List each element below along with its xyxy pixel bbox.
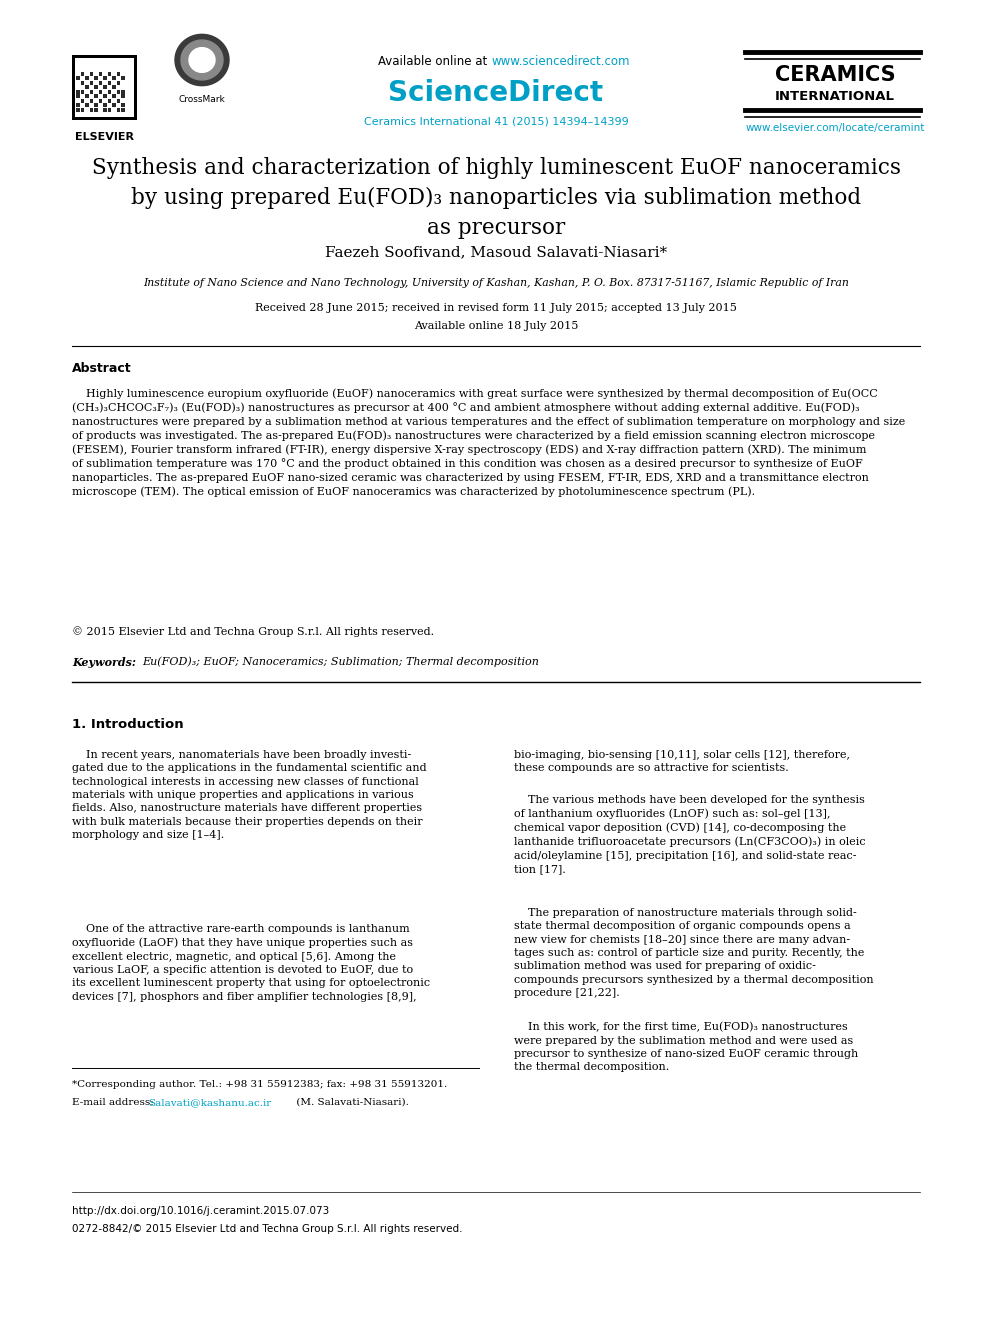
Bar — [94, 94, 98, 98]
Text: © 2015 Elsevier Ltd and Techna Group S.r.l. All rights reserved.: © 2015 Elsevier Ltd and Techna Group S.r… — [72, 626, 434, 636]
Bar — [80, 99, 84, 102]
Bar — [116, 81, 120, 85]
Bar — [76, 77, 79, 79]
Bar — [98, 90, 102, 94]
Text: 1. Introduction: 1. Introduction — [72, 718, 184, 732]
Bar — [112, 103, 116, 107]
Text: www.sciencedirect.com: www.sciencedirect.com — [491, 56, 630, 69]
Bar — [80, 90, 84, 94]
Bar — [94, 107, 98, 111]
Bar — [121, 107, 125, 111]
Bar — [76, 90, 79, 94]
Text: One of the attractive rare-earth compounds is lanthanum
oxyfluoride (LaOF) that : One of the attractive rare-earth compoun… — [72, 923, 431, 1002]
Bar — [103, 103, 107, 107]
Text: by using prepared Eu(FOD)₃ nanoparticles via sublimation method: by using prepared Eu(FOD)₃ nanoparticles… — [131, 187, 861, 209]
Text: In recent years, nanomaterials have been broadly investi-
gated due to the appli: In recent years, nanomaterials have been… — [72, 750, 427, 840]
Bar — [107, 71, 111, 75]
Text: www.elsevier.com/locate/ceramint: www.elsevier.com/locate/ceramint — [745, 123, 925, 134]
Text: Salavati@kashanu.ac.ir: Salavati@kashanu.ac.ir — [148, 1098, 271, 1107]
Bar — [107, 81, 111, 85]
Text: *Corresponding author. Tel.: +98 31 55912383; fax: +98 31 55913201.: *Corresponding author. Tel.: +98 31 5591… — [72, 1080, 447, 1089]
Text: (M. Salavati-Niasari).: (M. Salavati-Niasari). — [293, 1098, 409, 1107]
Bar — [94, 77, 98, 79]
Bar — [116, 99, 120, 102]
Text: ScienceDirect: ScienceDirect — [389, 79, 603, 107]
Bar — [121, 94, 125, 98]
Bar — [103, 77, 107, 79]
Bar — [121, 90, 125, 94]
Bar — [80, 81, 84, 85]
Text: Abstract: Abstract — [72, 363, 132, 374]
Polygon shape — [175, 34, 229, 86]
Bar — [116, 90, 120, 94]
Polygon shape — [181, 40, 223, 79]
Text: Institute of Nano Science and Nano Technology, University of Kashan, Kashan, P. : Institute of Nano Science and Nano Techn… — [143, 278, 849, 288]
Bar — [89, 99, 93, 102]
Bar — [107, 90, 111, 94]
Text: Highly luminescence europium oxyfluoride (EuOF) nanoceramics with great surface : Highly luminescence europium oxyfluoride… — [72, 388, 906, 497]
Text: Received 28 June 2015; received in revised form 11 July 2015; accepted 13 July 2: Received 28 June 2015; received in revis… — [255, 303, 737, 314]
Bar — [89, 71, 93, 75]
Bar — [112, 85, 116, 89]
Text: Faezeh Soofivand, Masoud Salavati-Niasari*: Faezeh Soofivand, Masoud Salavati-Niasar… — [325, 245, 667, 259]
Bar — [85, 77, 89, 79]
Text: The various methods have been developed for the synthesis
of lanthanium oxyfluor: The various methods have been developed … — [514, 795, 865, 875]
Text: ELSEVIER: ELSEVIER — [75, 132, 134, 142]
Polygon shape — [189, 48, 215, 73]
Bar — [116, 107, 120, 111]
Bar — [107, 99, 111, 102]
Bar — [121, 77, 125, 79]
Bar — [80, 71, 84, 75]
Text: bio-imaging, bio-sensing [10,11], solar cells [12], therefore,
these compounds a: bio-imaging, bio-sensing [10,11], solar … — [514, 750, 849, 774]
Bar — [103, 94, 107, 98]
Bar — [89, 107, 93, 111]
Polygon shape — [198, 56, 206, 64]
Bar — [116, 71, 120, 75]
Bar — [76, 107, 79, 111]
Text: http://dx.doi.org/10.1016/j.ceramint.2015.07.073: http://dx.doi.org/10.1016/j.ceramint.201… — [72, 1207, 329, 1216]
Bar — [85, 94, 89, 98]
Text: Eu(FOD)₃; EuOF; Nanoceramics; Sublimation; Thermal decomposition: Eu(FOD)₃; EuOF; Nanoceramics; Sublimatio… — [142, 656, 539, 667]
Bar — [98, 81, 102, 85]
Bar — [89, 90, 93, 94]
Text: INTERNATIONAL: INTERNATIONAL — [775, 90, 895, 103]
Bar — [98, 99, 102, 102]
Bar — [94, 103, 98, 107]
Text: Available online 18 July 2015: Available online 18 July 2015 — [414, 321, 578, 331]
Bar — [85, 103, 89, 107]
Bar — [103, 85, 107, 89]
Text: Available online at: Available online at — [378, 56, 491, 69]
Bar — [89, 81, 93, 85]
Bar — [121, 103, 125, 107]
Text: Keywords:: Keywords: — [72, 656, 136, 668]
Text: CrossMark: CrossMark — [179, 95, 225, 105]
Text: The preparation of nanostructure materials through solid-
state thermal decompos: The preparation of nanostructure materia… — [514, 908, 873, 998]
Text: E-mail address:: E-mail address: — [72, 1098, 157, 1107]
Bar — [112, 94, 116, 98]
Bar — [80, 107, 84, 111]
Bar — [107, 107, 111, 111]
Text: CERAMICS: CERAMICS — [775, 65, 896, 85]
Bar — [85, 85, 89, 89]
Bar — [94, 85, 98, 89]
Bar — [103, 107, 107, 111]
Bar — [112, 77, 116, 79]
Bar — [72, 56, 137, 120]
Text: as precursor: as precursor — [427, 217, 565, 239]
Bar — [76, 103, 79, 107]
Text: Ceramics International 41 (2015) 14394–14399: Ceramics International 41 (2015) 14394–1… — [364, 116, 628, 127]
Bar — [76, 94, 79, 98]
Text: 0272-8842/© 2015 Elsevier Ltd and Techna Group S.r.l. All rights reserved.: 0272-8842/© 2015 Elsevier Ltd and Techna… — [72, 1224, 462, 1234]
Bar — [98, 71, 102, 75]
Text: Synthesis and characterization of highly luminescent EuOF nanoceramics: Synthesis and characterization of highly… — [91, 157, 901, 179]
Text: In this work, for the first time, Eu(FOD)₃ nanostructures
were prepared by the s: In this work, for the first time, Eu(FOD… — [514, 1021, 858, 1073]
Bar — [75, 58, 134, 116]
